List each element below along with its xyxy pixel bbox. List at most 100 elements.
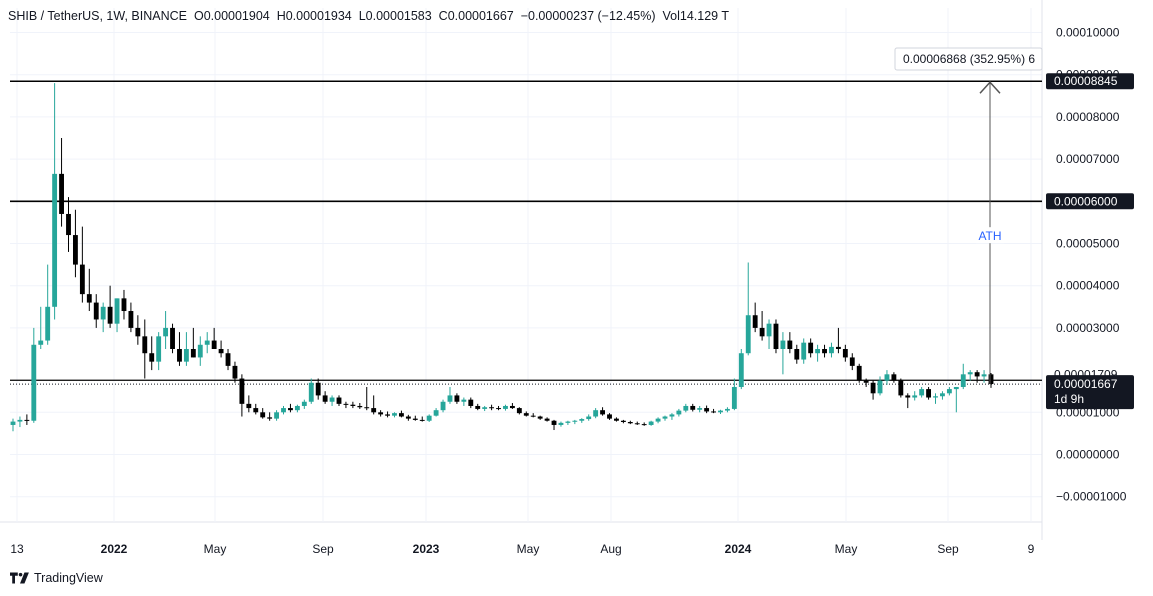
candle-body	[808, 342, 814, 354]
candle-body	[829, 346, 834, 354]
candle-body	[953, 386, 959, 390]
y-tick-label: 0.00000000	[1056, 448, 1120, 462]
candle-body	[690, 405, 696, 410]
x-tick-label: May	[204, 542, 227, 556]
candle-body	[919, 389, 925, 396]
volume-value: 14.129 T	[679, 9, 730, 23]
y-tick-label: 0.00008000	[1056, 110, 1120, 124]
candle-body	[516, 408, 522, 414]
candle-body	[773, 323, 779, 349]
measure-tooltip-text: 0.00006868 (352.95%) 6	[903, 52, 1035, 66]
candle-body	[281, 408, 286, 413]
candle-body	[371, 408, 377, 413]
candle-body	[537, 416, 543, 419]
candle-body	[641, 424, 647, 426]
candle-body	[509, 405, 515, 409]
candle-body	[676, 410, 682, 415]
candle-body	[447, 395, 453, 402]
candle-body	[933, 396, 938, 398]
price-tag-label: 0.00006000	[1054, 194, 1118, 208]
y-tick-label: 0.00004000	[1056, 279, 1120, 293]
candle-body	[45, 306, 51, 341]
measure-arrow-icon	[979, 81, 1001, 94]
candle-body	[752, 315, 758, 328]
low-value: 0.00001583	[365, 9, 432, 23]
candle-body	[662, 416, 668, 419]
x-tick-label: 2022	[101, 542, 128, 556]
candle-body	[731, 386, 737, 409]
open-value: 0.00001904	[203, 9, 270, 23]
candle-body	[988, 374, 994, 385]
candle-body	[905, 395, 911, 398]
candle-body	[38, 340, 44, 345]
candle-body	[960, 374, 966, 387]
x-tick-label: 13	[10, 542, 24, 556]
candle-body	[697, 408, 703, 410]
x-tick-label: May	[835, 542, 858, 556]
y-tick-label: 0.00007000	[1056, 152, 1120, 166]
candle-body	[405, 416, 411, 419]
ath-label: ATH	[978, 229, 1001, 243]
candle-body	[724, 408, 730, 411]
volume-label: Vol	[662, 9, 680, 23]
candle-body	[329, 397, 335, 402]
candle-body	[93, 302, 99, 320]
price-axis[interactable]: 0.000100000.000090000.000080000.00007000…	[1056, 26, 1127, 504]
candle-body	[884, 374, 890, 381]
price-tags: 0.000088450.000060000.000017090.00001667…	[1046, 73, 1134, 410]
horizontal-lines	[10, 80, 1042, 385]
candle-body	[766, 323, 772, 337]
x-tick-label: Aug	[600, 542, 621, 556]
candle-body	[974, 372, 980, 377]
candle-body	[842, 349, 848, 358]
candle-body	[503, 405, 508, 409]
candle-body	[940, 393, 945, 397]
ath-label-bg	[976, 227, 1004, 244]
candle-body	[856, 365, 862, 381]
candle-body	[142, 336, 148, 354]
candle-body	[114, 298, 120, 324]
price-tag-label: 0.00008845	[1054, 74, 1118, 88]
open-label: O	[193, 9, 204, 23]
candle-body	[204, 340, 210, 345]
candle-body	[683, 405, 689, 411]
candle-body	[544, 418, 550, 421]
y-tick-label: −0.00001000	[1056, 490, 1127, 504]
y-tick-label: 0.00005000	[1056, 237, 1120, 251]
candle-body	[197, 344, 203, 358]
candle-body	[648, 421, 654, 425]
candle-body	[433, 410, 439, 416]
candle-body	[600, 410, 606, 415]
candle-body	[190, 349, 196, 358]
candle-body	[634, 423, 640, 425]
measure-tool: ATH 0.00006868 (352.95%) 6	[894, 47, 1043, 385]
candle-body	[72, 235, 78, 265]
countdown-label: 1d 9h	[1054, 392, 1084, 406]
x-tick-label: 9	[1028, 542, 1035, 556]
candle-body	[870, 382, 876, 394]
candle-body	[52, 173, 58, 307]
x-tick-label: Sep	[312, 542, 334, 556]
candle-body	[759, 327, 765, 337]
candle-body	[565, 421, 571, 423]
candle-body	[170, 327, 175, 349]
candle-body	[572, 420, 578, 422]
symbol-title[interactable]: SHIB / TetherUS, 1W, BINANCE	[8, 9, 187, 23]
y-tick-label: 0.00003000	[1056, 321, 1120, 335]
candle-body	[107, 306, 113, 324]
candle-body	[177, 349, 182, 362]
candle-body	[787, 340, 793, 349]
candle-body	[398, 413, 404, 417]
candle-body	[849, 357, 855, 366]
tradingview-brand[interactable]: TradingView	[10, 571, 103, 585]
candle-body	[655, 418, 661, 422]
candle-body	[794, 349, 800, 360]
time-axis[interactable]: 13 2022 May Sep 2023 May Aug 2024 May Sep 9	[10, 542, 1034, 556]
candle-body	[981, 374, 987, 377]
candle-body	[551, 420, 557, 425]
candle-body	[246, 403, 252, 409]
candle-body	[718, 410, 723, 413]
candle-body	[253, 408, 259, 413]
candle-body	[315, 382, 321, 396]
